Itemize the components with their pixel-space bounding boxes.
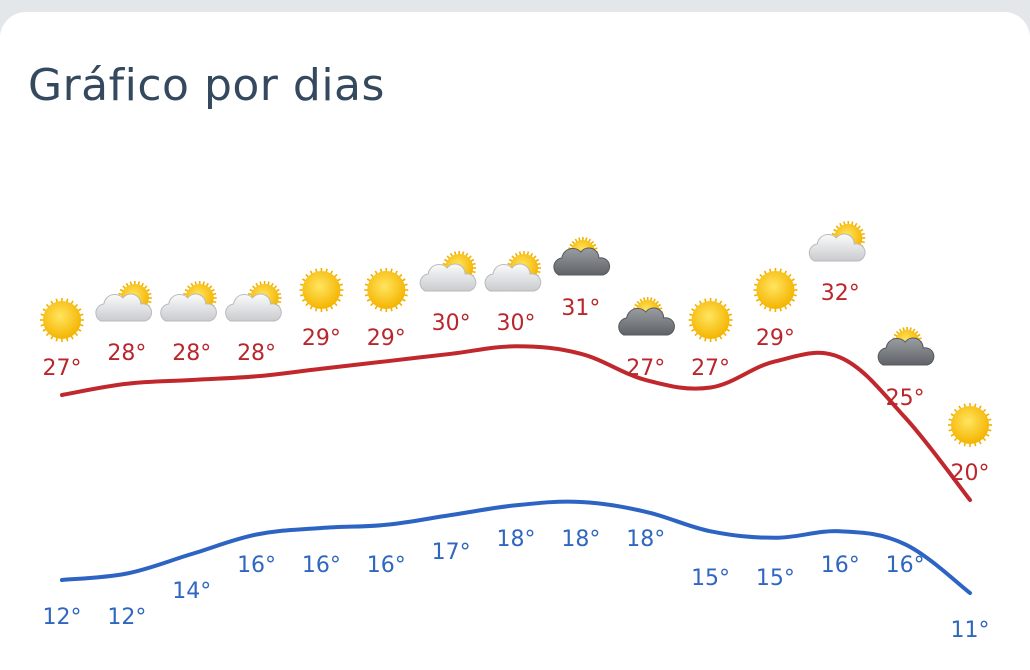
min-temperature-label: 14° — [172, 579, 211, 604]
max-temperature-label: 27° — [626, 356, 665, 381]
max-temperature-label: 28° — [107, 341, 146, 366]
min-temperature-line — [60, 499, 972, 595]
max-temperature-label: 32° — [821, 281, 860, 306]
min-temperature-label: 18° — [626, 527, 665, 552]
dark-cloudy-icon — [618, 297, 675, 336]
dark-cloudy-icon — [553, 237, 611, 276]
max-temperature-line — [60, 344, 972, 502]
min-temperature-label: 16° — [302, 553, 341, 578]
sun-icon — [688, 298, 733, 342]
max-temperature-label: 27° — [43, 356, 82, 381]
min-temperature-label: 15° — [756, 566, 795, 591]
min-temperature-label: 16° — [821, 553, 860, 578]
max-temperature-label: 28° — [172, 341, 211, 366]
min-temperature-label: 18° — [561, 527, 600, 552]
sun-icon — [364, 268, 409, 312]
min-temperature-label: 12° — [43, 605, 82, 630]
max-temperature-label: 20° — [951, 461, 990, 486]
min-temperature-label: 12° — [107, 605, 146, 630]
max-temperature-label: 27° — [691, 356, 730, 381]
partly-cloudy-icon — [225, 281, 282, 322]
min-temperature-label: 18° — [497, 527, 536, 552]
max-temperature-label: 29° — [302, 326, 341, 351]
partly-cloudy-icon — [808, 221, 866, 262]
max-temperature-label: 29° — [756, 326, 795, 351]
min-temperature-label: 17° — [432, 540, 471, 565]
max-temperature-label: 31° — [561, 296, 600, 321]
max-temperature-label: 28° — [237, 341, 276, 366]
max-temperature-label: 25° — [886, 386, 925, 411]
min-temperature-label: 15° — [691, 566, 730, 591]
sun-icon — [299, 268, 344, 312]
min-temperature-label: 16° — [886, 553, 925, 578]
max-temperature-label: 30° — [432, 311, 471, 336]
max-temperature-label: 30° — [497, 311, 536, 336]
sun-icon — [40, 298, 84, 342]
min-temperature-label: 11° — [951, 618, 990, 643]
partly-cloudy-icon — [95, 281, 153, 322]
max-temperature-label: 29° — [367, 326, 406, 351]
dark-cloudy-icon — [877, 327, 935, 366]
partly-cloudy-icon — [160, 281, 217, 322]
sun-icon — [948, 403, 992, 447]
min-temperature-label: 16° — [367, 553, 406, 578]
partly-cloudy-icon — [484, 251, 542, 292]
page-title: Gráfico por dias — [28, 60, 385, 111]
min-temperature-label: 16° — [237, 553, 276, 578]
sun-icon — [753, 268, 798, 312]
partly-cloudy-icon — [419, 251, 477, 292]
